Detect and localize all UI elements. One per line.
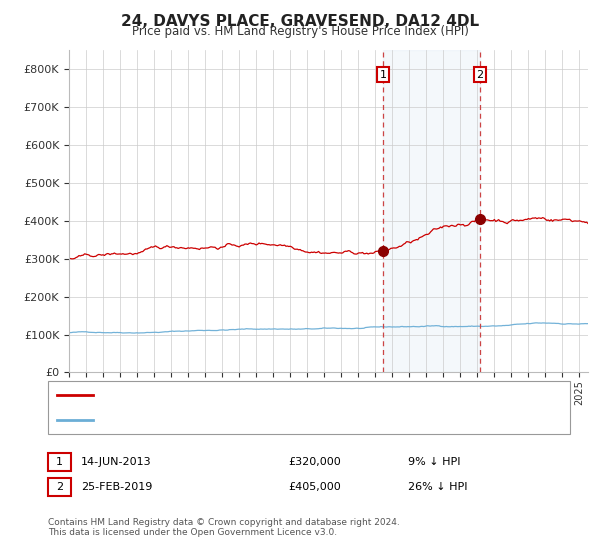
Text: 2: 2: [56, 482, 63, 492]
Text: 14-JUN-2013: 14-JUN-2013: [81, 457, 152, 467]
Text: Contains HM Land Registry data © Crown copyright and database right 2024.
This d: Contains HM Land Registry data © Crown c…: [48, 518, 400, 538]
Text: 9% ↓ HPI: 9% ↓ HPI: [408, 457, 461, 467]
Bar: [383, 50, 480, 372]
Text: HPI: Average price, detached house, Gravesham: HPI: Average price, detached house, Grav…: [99, 416, 352, 425]
Text: 1: 1: [56, 457, 63, 467]
Text: 25-FEB-2019: 25-FEB-2019: [81, 482, 152, 492]
Text: £320,000: £320,000: [288, 457, 341, 467]
Text: 24, DAVYS PLACE, GRAVESEND, DA12 4DL: 24, DAVYS PLACE, GRAVESEND, DA12 4DL: [121, 14, 479, 29]
Text: Price paid vs. HM Land Registry's House Price Index (HPI): Price paid vs. HM Land Registry's House …: [131, 25, 469, 38]
Text: £405,000: £405,000: [288, 482, 341, 492]
Text: 24, DAVYS PLACE, GRAVESEND, DA12 4DL (detached house): 24, DAVYS PLACE, GRAVESEND, DA12 4DL (de…: [99, 390, 413, 399]
Text: 2: 2: [476, 69, 484, 80]
Text: 1: 1: [379, 69, 386, 80]
Text: 26% ↓ HPI: 26% ↓ HPI: [408, 482, 467, 492]
